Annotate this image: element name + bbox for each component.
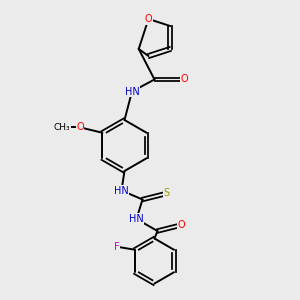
Text: HN: HN: [129, 214, 144, 224]
Text: O: O: [145, 14, 152, 24]
Text: HN: HN: [114, 185, 129, 196]
Text: F: F: [114, 242, 120, 252]
Text: HN: HN: [124, 86, 140, 97]
Text: O: O: [178, 220, 185, 230]
Text: S: S: [164, 188, 169, 199]
Text: O: O: [76, 122, 84, 132]
Text: CH₃: CH₃: [54, 123, 70, 132]
Text: O: O: [181, 74, 188, 85]
